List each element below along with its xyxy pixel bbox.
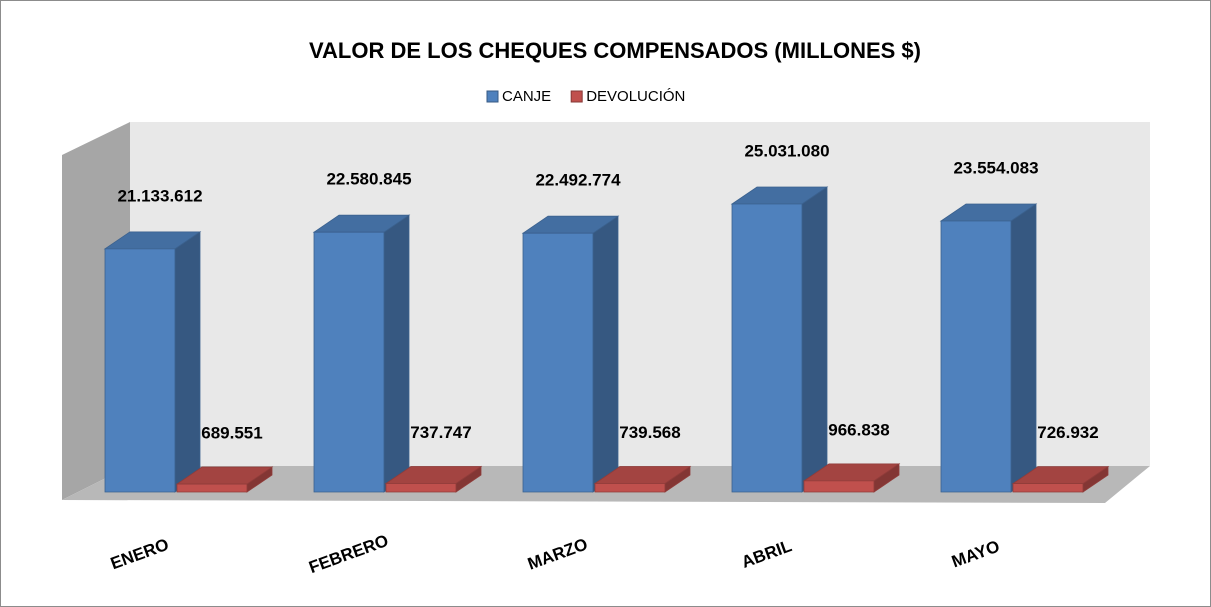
bar-side [801, 186, 828, 493]
bar [730, 186, 829, 493]
bar-side [174, 231, 201, 493]
data-label: 726.932 [1037, 423, 1098, 442]
data-label: 21.133.612 [117, 186, 202, 205]
bar-front [176, 483, 248, 493]
bar-front [522, 232, 594, 493]
legend-swatch [570, 90, 583, 103]
bar [1011, 465, 1110, 493]
bar-front [385, 483, 457, 493]
bar [384, 465, 483, 493]
data-label: 737.747 [410, 423, 471, 442]
data-label: 23.554.083 [953, 158, 1038, 177]
data-label: 966.838 [828, 420, 889, 439]
bar [521, 215, 620, 493]
bar-front [940, 220, 1012, 493]
bar [175, 466, 274, 493]
chart-title: VALOR DE LOS CHEQUES COMPENSADOS (MILLON… [309, 38, 921, 63]
data-label: 25.031.080 [744, 141, 829, 160]
bar [593, 465, 692, 493]
data-label: 689.551 [201, 424, 262, 443]
bar [103, 231, 202, 493]
bar-front [313, 231, 385, 493]
bar-front [594, 483, 666, 493]
bar-front [104, 248, 176, 493]
bar-side [1010, 203, 1037, 493]
bar-front [731, 203, 803, 493]
data-label: 22.492.774 [535, 171, 621, 190]
bar [312, 214, 411, 493]
legend-label: CANJE [502, 88, 551, 105]
bar-side [592, 215, 619, 493]
bar [802, 463, 901, 493]
bar-front [1012, 483, 1084, 493]
data-label: 739.568 [619, 423, 680, 442]
legend-label: DEVOLUCIÓN [586, 88, 685, 105]
bar-side [383, 214, 410, 493]
legend-swatch [486, 90, 499, 103]
data-label: 22.580.845 [326, 170, 411, 189]
bar-front [803, 480, 875, 493]
bar [939, 203, 1038, 493]
